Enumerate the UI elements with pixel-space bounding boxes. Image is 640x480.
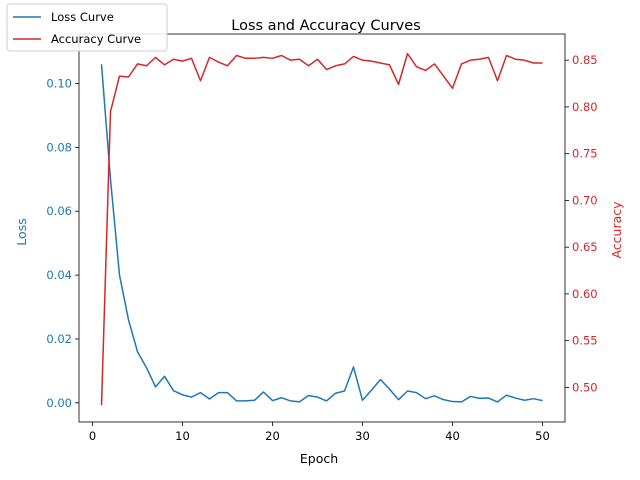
legend: Loss Curve Accuracy Curve (6, 3, 168, 52)
x-tick-label: 0 (89, 429, 96, 443)
legend-label-0: Loss Curve (51, 10, 114, 24)
x-tick-label: 50 (535, 429, 550, 443)
y-axis-label-accuracy: Accuracy (609, 201, 624, 259)
y-right-tick-label: 0.80 (572, 100, 598, 114)
y-right-tick-label: 0.50 (572, 380, 598, 394)
y-right-tick-label: 0.70 (572, 193, 598, 207)
y-right-tick-label: 0.65 (572, 240, 598, 254)
y-left-tick-label: 0.08 (46, 140, 72, 154)
chart-title: Loss and Accuracy Curves (231, 18, 420, 34)
x-tick-label: 30 (355, 429, 370, 443)
x-axis: 0 10 20 30 40 50 (89, 422, 550, 443)
y-right-tick-label: 0.55 (572, 334, 598, 348)
x-tick-label: 10 (175, 429, 190, 443)
y-left-tick-label: 0.04 (46, 268, 72, 282)
y-right-tick-label: 0.75 (572, 147, 598, 161)
y-axis-accuracy: 0.50 0.55 0.60 0.65 0.70 0.75 0.80 0.85 (565, 53, 598, 394)
y-left-tick-label: 0.00 (46, 396, 72, 410)
y-right-tick-label: 0.60 (572, 287, 598, 301)
y-axis-label-loss: Loss (14, 218, 29, 245)
y-axis-loss: 0.00 0.02 0.04 0.06 0.08 0.10 (46, 76, 79, 410)
legend-label-1: Accuracy Curve (51, 32, 141, 46)
series-line-0 (100, 64, 543, 403)
y-left-tick-label: 0.06 (46, 204, 72, 218)
x-axis-label: Epoch (300, 451, 338, 466)
y-left-tick-label: 0.02 (46, 332, 72, 346)
x-tick-label: 40 (445, 429, 460, 443)
plot-area (78, 33, 566, 423)
y-right-tick-label: 0.85 (572, 53, 598, 67)
legend-box (6, 3, 168, 52)
y-left-tick-label: 0.10 (46, 76, 72, 90)
plot-frame (78, 33, 566, 423)
series-line-1 (100, 52, 543, 406)
x-tick-label: 20 (265, 429, 280, 443)
